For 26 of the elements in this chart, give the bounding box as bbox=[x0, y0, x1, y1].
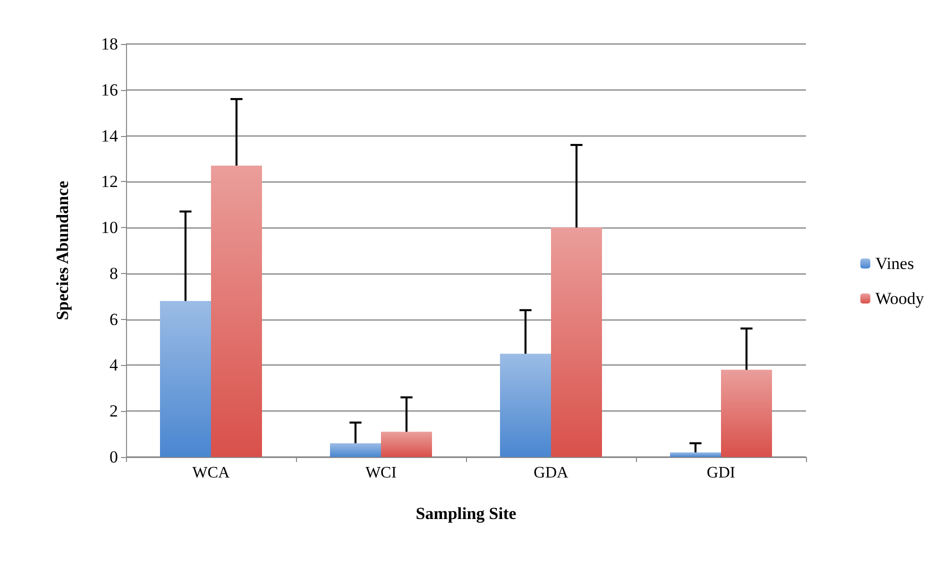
y-tick-label: 4 bbox=[110, 356, 118, 375]
y-tick-label: 2 bbox=[110, 402, 118, 421]
bar bbox=[211, 166, 262, 457]
y-tick-label: 16 bbox=[101, 80, 118, 100]
legend-label: Vines bbox=[875, 254, 914, 273]
y-tick-label: 14 bbox=[101, 126, 118, 146]
y-tick-label: 8 bbox=[110, 264, 118, 283]
y-tick-label: 6 bbox=[110, 310, 118, 329]
y-axis-title: Species Abundance bbox=[53, 180, 72, 320]
x-tick-label: GDI bbox=[706, 464, 736, 482]
bar bbox=[330, 443, 381, 457]
bar bbox=[670, 452, 721, 457]
x-tick-label: WCA bbox=[192, 464, 230, 482]
bar bbox=[381, 432, 432, 457]
bar bbox=[721, 370, 772, 457]
y-tick-label: 18 bbox=[101, 34, 118, 54]
legend-label: Woody bbox=[875, 289, 924, 308]
y-tick-label: 0 bbox=[110, 448, 118, 466]
x-tick-label: WCI bbox=[365, 464, 397, 482]
y-tick-label: 12 bbox=[101, 172, 118, 192]
y-tick-label: 10 bbox=[101, 218, 118, 238]
x-axis-title: Sampling Site bbox=[416, 504, 517, 523]
bar bbox=[551, 228, 602, 457]
x-tick-label: GDA bbox=[534, 464, 569, 482]
bar bbox=[500, 354, 551, 457]
bar bbox=[160, 300, 211, 457]
